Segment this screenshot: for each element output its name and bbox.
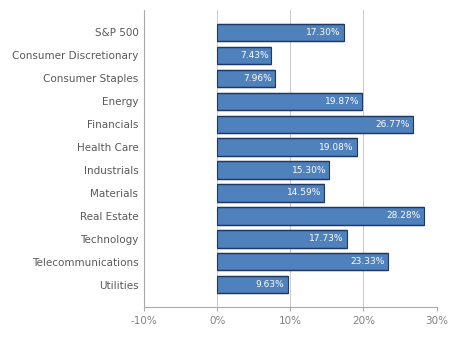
- Text: 28.28%: 28.28%: [387, 211, 421, 220]
- Bar: [217, 92, 362, 110]
- Text: 7.96%: 7.96%: [243, 74, 272, 83]
- Bar: [217, 276, 288, 293]
- Bar: [217, 138, 357, 156]
- Text: 26.77%: 26.77%: [376, 120, 410, 129]
- Bar: [217, 184, 324, 202]
- Text: 15.30%: 15.30%: [292, 165, 326, 175]
- Bar: [217, 116, 413, 133]
- Text: 19.08%: 19.08%: [319, 143, 354, 152]
- Text: 17.73%: 17.73%: [309, 234, 344, 243]
- Text: 7.43%: 7.43%: [240, 51, 269, 60]
- Text: 9.63%: 9.63%: [256, 280, 284, 289]
- Text: 19.87%: 19.87%: [325, 97, 360, 106]
- Bar: [217, 207, 424, 225]
- Bar: [217, 230, 347, 248]
- Bar: [217, 70, 275, 87]
- Bar: [217, 161, 329, 179]
- Text: 14.59%: 14.59%: [287, 189, 321, 197]
- Text: 17.30%: 17.30%: [306, 28, 341, 37]
- Bar: [217, 47, 271, 64]
- Bar: [217, 253, 388, 270]
- Bar: [217, 24, 344, 41]
- Text: 23.33%: 23.33%: [351, 257, 385, 266]
